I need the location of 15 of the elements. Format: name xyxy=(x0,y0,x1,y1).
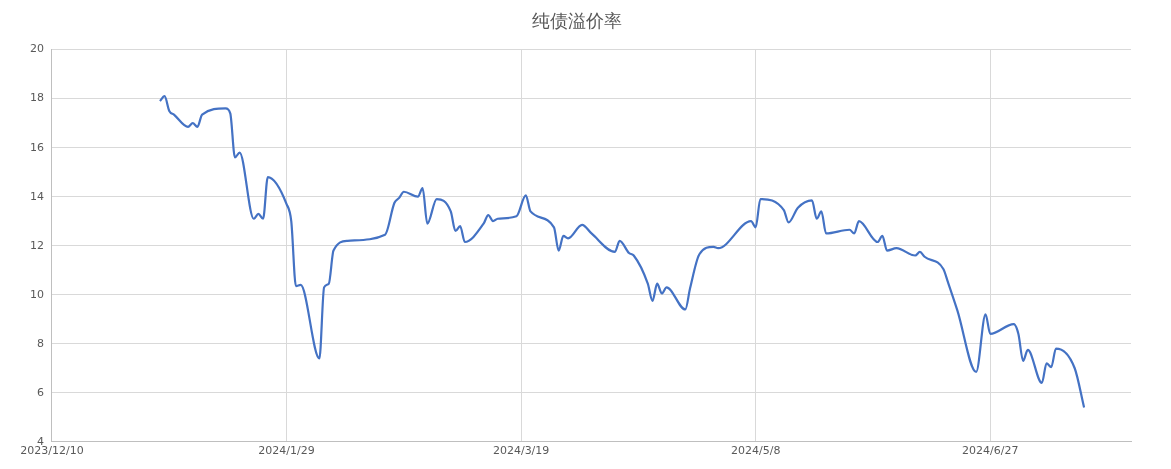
y-tick-label: 14 xyxy=(30,189,44,203)
y-tick-label: 10 xyxy=(30,287,44,301)
chart-title: 纯债溢价率 xyxy=(531,10,622,32)
y-tick-label: 16 xyxy=(30,140,44,154)
x-tick-label: 2024/1/29 xyxy=(258,444,315,458)
line-series xyxy=(158,95,1086,409)
x-tick-label: 2023/12/10 xyxy=(20,444,84,458)
y-tick-label: 20 xyxy=(30,42,44,56)
x-tick-label: 2024/3/19 xyxy=(492,444,550,458)
x-tick-label: 2024/5/8 xyxy=(730,444,781,458)
y-tick-label: 8 xyxy=(37,336,44,350)
x-tick-label: 2024/6/27 xyxy=(962,444,1019,458)
y-tick-label: 18 xyxy=(30,91,44,105)
y-tick-label: 6 xyxy=(37,385,44,399)
y-tick-label: 12 xyxy=(30,238,44,252)
